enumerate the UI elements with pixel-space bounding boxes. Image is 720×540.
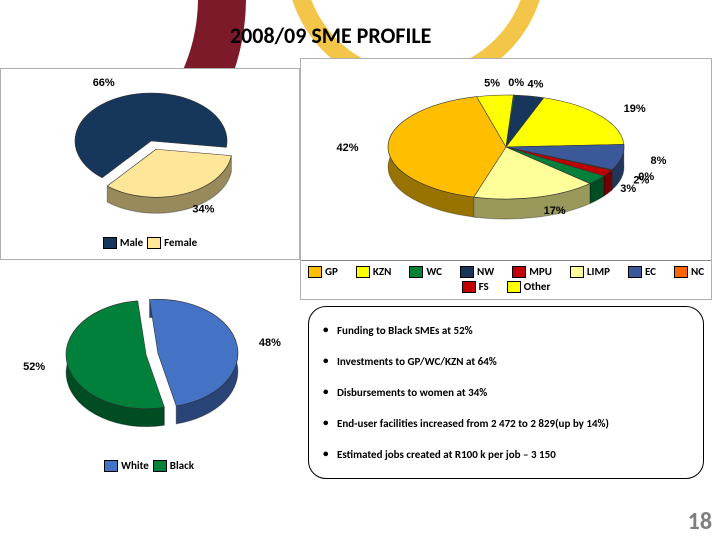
- gender-pie-svg: 66% 34%: [1, 69, 299, 229]
- legend-item: LIMP: [570, 265, 610, 278]
- pie-label: 52%: [23, 361, 45, 373]
- legend-label: EC: [645, 265, 656, 278]
- race-pie-svg: 48% 52%: [0, 262, 298, 452]
- gender-pie-chart: 66% 34% Male Female: [0, 68, 300, 260]
- legend-swatch: [308, 266, 322, 278]
- legend-item: MPU: [512, 265, 552, 278]
- legend-swatch: [409, 266, 423, 278]
- legend-swatch: [460, 266, 474, 278]
- race-pie-chart: 48% 52% White Black: [0, 262, 298, 492]
- legend-item: FS: [462, 280, 489, 293]
- legend-item: Female: [147, 236, 197, 249]
- legend-item: WC: [409, 265, 442, 278]
- legend-swatch: [628, 266, 642, 278]
- pie-label: 17%: [544, 205, 566, 217]
- legend-swatch: [147, 237, 161, 249]
- pie-label: 42%: [336, 142, 358, 154]
- legend-swatch: [153, 460, 167, 472]
- legend-label: NW: [477, 265, 494, 278]
- bullet-item: Disbursements to women at 34%: [323, 377, 689, 408]
- legend-item: White: [104, 459, 149, 472]
- bullet-item: Investments to GP/WC/KZN at 64%: [323, 346, 689, 377]
- pie-label: 34%: [192, 203, 214, 215]
- legend-item: NW: [460, 265, 494, 278]
- legend-item: Black: [153, 459, 194, 472]
- legend-item: Other: [507, 280, 551, 293]
- legend-item: EC: [628, 265, 656, 278]
- province-legend: GP KZN WC NW MPU LIMP EC NC FS Other: [301, 260, 711, 295]
- legend-swatch: [104, 460, 118, 472]
- pie-label: 19%: [624, 103, 646, 115]
- pie-label: 0%: [508, 77, 524, 89]
- bullets-box: Funding to Black SMEs at 52%Investments …: [308, 306, 704, 479]
- bullet-item: Estimated jobs created at R100 k per job…: [323, 439, 689, 470]
- bullet-item: End-user facilities increased from 2 472…: [323, 408, 689, 439]
- legend-label: LIMP: [587, 265, 610, 278]
- legend-label: NC: [691, 265, 704, 278]
- page-title: 2008/09 SME PROFILE: [230, 22, 431, 49]
- pie-label: 48%: [259, 337, 281, 349]
- legend-swatch: [570, 266, 584, 278]
- legend-label: WC: [426, 265, 442, 278]
- province-pie-svg: 42%5%0%4%19%8%0%2%3%17%: [301, 59, 711, 255]
- legend-label: Other: [524, 280, 551, 293]
- legend-label: Male: [120, 236, 143, 249]
- pie-label: 3%: [620, 183, 636, 195]
- legend-label: MPU: [529, 265, 552, 278]
- legend-item: Male: [103, 236, 143, 249]
- pie-label: 8%: [651, 155, 667, 167]
- legend-label: KZN: [373, 265, 392, 278]
- pie-label: 4%: [528, 78, 544, 90]
- bullet-item: Funding to Black SMEs at 52%: [323, 315, 689, 346]
- page-number: 18: [688, 507, 712, 536]
- bullets-list: Funding to Black SMEs at 52%Investments …: [323, 315, 689, 470]
- legend-label: Black: [170, 459, 194, 472]
- legend-swatch: [103, 237, 117, 249]
- legend-label: FS: [479, 280, 489, 293]
- province-pie-chart: 42%5%0%4%19%8%0%2%3%17% GPKZNWCNWMPULIMP…: [300, 58, 712, 300]
- gender-legend: Male Female: [1, 234, 299, 251]
- legend-label: GP: [325, 265, 338, 278]
- legend-item: NC: [674, 265, 704, 278]
- legend-label: White: [121, 459, 149, 472]
- legend-swatch: [512, 266, 526, 278]
- pie-label: 5%: [484, 77, 500, 89]
- legend-item: KZN: [356, 265, 392, 278]
- legend-swatch: [507, 281, 521, 293]
- legend-swatch: [674, 266, 688, 278]
- legend-swatch: [356, 266, 370, 278]
- legend-label: Female: [164, 236, 197, 249]
- legend-swatch: [462, 281, 476, 293]
- pie-label: 66%: [93, 77, 115, 89]
- race-legend: White Black: [0, 457, 298, 474]
- legend-item: GP: [308, 265, 338, 278]
